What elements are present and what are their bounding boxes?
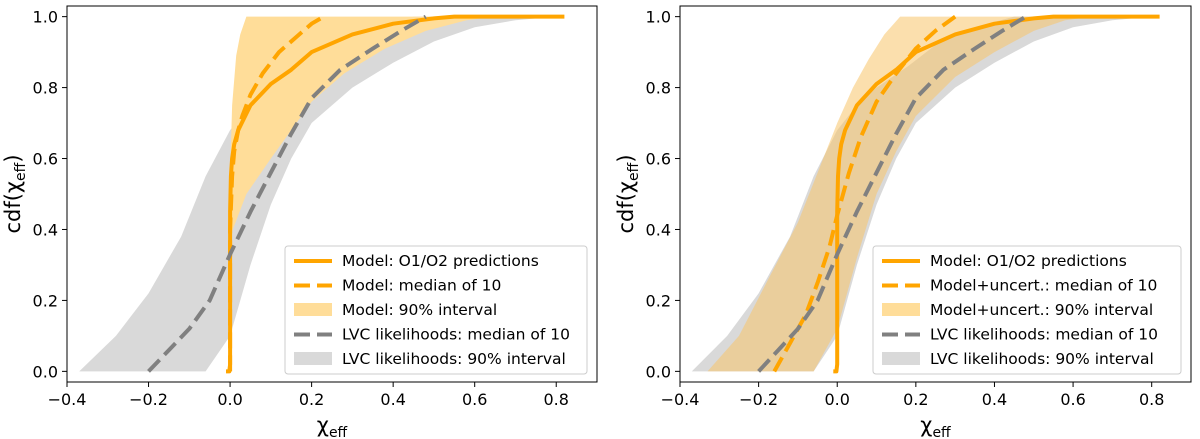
legend-label: LVC likelihoods: median of 10 — [930, 326, 1158, 344]
x-tick-label: 0.2 — [299, 390, 324, 409]
x-tick-label: −0.4 — [48, 390, 87, 409]
legend-label: Model+uncert.: 90% interval — [930, 301, 1153, 319]
legend-swatch — [294, 352, 332, 365]
y-tick-label: 0.6 — [33, 150, 58, 169]
band-2 — [230, 16, 496, 372]
legend-label: LVC likelihoods: 90% interval — [342, 350, 566, 368]
series-line-2 — [228, 14, 325, 372]
legend-swatch — [882, 303, 920, 316]
x-tick-label: −0.2 — [739, 390, 778, 409]
plot-area — [79, 14, 565, 374]
series-line-3 — [757, 14, 1027, 373]
chart-panel-2: −0.4 −0.2 0.0 0.2 0.4 0.6 0.8 0.0 0.2 0.4 0.6 0.8 1.… — [614, 5, 1192, 439]
legend-box — [872, 245, 1182, 375]
legend-label: LVC likelihoods: median of 10 — [342, 326, 570, 344]
x-tick-label: 0.6 — [1060, 390, 1085, 409]
y-tick-label: 0.8 — [33, 79, 58, 98]
y-tick-label: 0.0 — [646, 362, 671, 381]
legend-swatch — [882, 352, 920, 365]
x-tick-label: 0.4 — [982, 390, 1007, 409]
legend-box — [284, 245, 588, 375]
legend: Model: O1/O2 predictions Model+uncert.: m… — [872, 245, 1182, 375]
y-tick-label: 0.6 — [646, 150, 671, 169]
legend-swatch — [294, 303, 332, 316]
chart-panel-1: −0.4 −0.2 0.0 0.2 0.4 0.6 0.8 0.0 0.2 0.4 0.6 0.8 1.… — [1, 5, 598, 439]
axes-frame — [66, 5, 598, 383]
y-axis-label: cdf(χeff) — [614, 154, 642, 233]
band-2 — [707, 16, 1093, 372]
x-tick-label: −0.2 — [129, 390, 168, 409]
y-tick-label: 1.0 — [33, 8, 58, 27]
legend-label: Model: O1/O2 predictions — [342, 252, 539, 270]
legend-label: LVC likelihoods: 90% interval — [930, 350, 1154, 368]
y-tick-label: 0.8 — [646, 79, 671, 98]
series-line-1 — [226, 14, 565, 374]
plot-area — [691, 14, 1160, 374]
axes-frame — [679, 5, 1192, 383]
x-axis-label: χeff — [920, 413, 951, 439]
band-1 — [79, 16, 557, 372]
x-tick-label: 0.0 — [217, 390, 242, 409]
legend-label: Model: median of 10 — [342, 277, 501, 295]
x-tick-label: 0.8 — [1139, 390, 1164, 409]
legend-label: Model: 90% interval — [342, 301, 497, 319]
y-tick-label: 0.2 — [33, 291, 58, 310]
x-tick-label: 0.8 — [544, 390, 569, 409]
y-axis-label: cdf(χeff) — [1, 154, 29, 233]
series-line-3 — [147, 14, 427, 373]
x-tick-label: 0.6 — [462, 390, 487, 409]
series-line-2 — [772, 14, 957, 373]
y-tick-label: 0.4 — [33, 220, 58, 239]
y-tick-label: 1.0 — [646, 8, 671, 27]
legend-label: Model: O1/O2 predictions — [930, 252, 1127, 270]
x-tick-label: 0.4 — [380, 390, 405, 409]
legend-label: Model+uncert.: median of 10 — [930, 277, 1157, 295]
y-tick-label: 0.0 — [33, 362, 58, 381]
series-line-1 — [833, 14, 1160, 374]
y-tick-label: 0.2 — [646, 291, 671, 310]
x-tick-label: −0.4 — [661, 390, 700, 409]
y-tick-label: 0.4 — [646, 220, 671, 239]
x-axis-label: χeff — [317, 413, 348, 439]
x-tick-label: 0.0 — [825, 390, 850, 409]
x-tick-label: 0.2 — [903, 390, 928, 409]
legend: Model: O1/O2 predictions Model: median of… — [284, 245, 588, 375]
